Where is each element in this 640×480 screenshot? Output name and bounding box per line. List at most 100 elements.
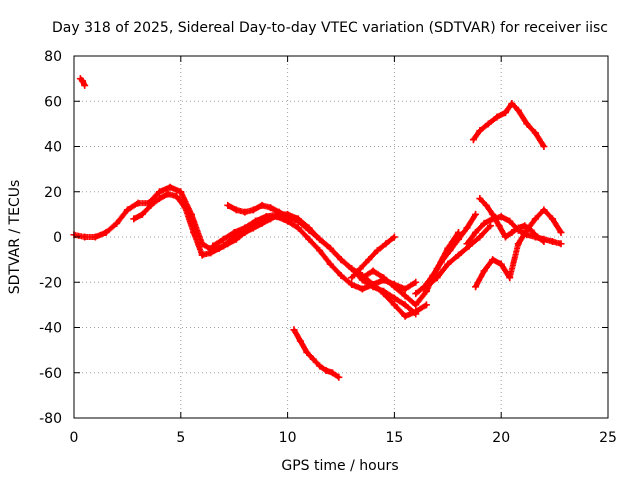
data-point — [81, 233, 89, 241]
data-point — [138, 210, 146, 218]
data-point — [220, 235, 228, 243]
data-point — [390, 294, 398, 302]
x-tick-label: 5 — [176, 430, 185, 446]
data-point — [506, 274, 514, 282]
data-point — [489, 210, 497, 218]
series-arc-14 — [469, 100, 548, 150]
data-point — [514, 240, 522, 248]
data-point — [230, 228, 238, 236]
data-point — [401, 285, 409, 293]
data-point — [401, 301, 409, 309]
series-arc-10 — [422, 222, 495, 291]
data-point — [487, 222, 495, 230]
data-point — [155, 188, 163, 196]
data-point — [365, 256, 373, 264]
data-point — [521, 222, 529, 230]
axis-ticks — [73, 55, 609, 419]
data-point — [493, 113, 501, 121]
data-point — [446, 247, 454, 255]
data-point — [476, 127, 484, 135]
data-point — [130, 215, 138, 223]
data-point — [173, 192, 181, 200]
data-point — [382, 240, 390, 248]
data-point — [514, 106, 522, 114]
data-point — [557, 240, 565, 248]
data-point — [337, 256, 345, 264]
data-point — [335, 373, 343, 381]
data-point — [252, 217, 260, 225]
data-point — [433, 274, 441, 282]
data-point — [369, 283, 377, 291]
series-arc-7 — [348, 233, 398, 282]
data-point — [241, 208, 249, 216]
x-axis-label: GPS time / hours — [281, 458, 398, 474]
data-point — [390, 233, 398, 241]
data-point — [326, 244, 334, 252]
data-point — [316, 362, 324, 370]
data-point — [232, 206, 240, 214]
data-point — [444, 260, 452, 268]
data-point — [548, 215, 556, 223]
data-point — [412, 290, 420, 298]
y-tick-label: 0 — [53, 230, 62, 246]
data-point — [472, 228, 480, 236]
data-point — [506, 217, 514, 225]
x-tick-labels: 0 5 10 15 20 25 — [70, 430, 617, 446]
y-tick-label: 60 — [44, 94, 62, 110]
data-point — [527, 226, 535, 234]
data-point — [356, 265, 364, 273]
data-point — [328, 369, 336, 377]
data-point — [224, 240, 232, 248]
data-point — [463, 224, 471, 232]
x-tick-label: 0 — [70, 430, 79, 446]
x-tick-label: 25 — [599, 430, 617, 446]
y-tick-label: -40 — [39, 321, 62, 337]
data-point — [337, 271, 345, 279]
series-arc-6 — [290, 326, 343, 381]
y-tick-label: 80 — [44, 49, 62, 65]
data-point — [489, 256, 497, 264]
series-arc-1 — [76, 75, 89, 89]
data-point — [316, 235, 324, 243]
data-point — [348, 274, 356, 282]
data-point — [412, 278, 420, 286]
y-tick-label: -60 — [39, 366, 62, 382]
data-point — [305, 224, 313, 232]
data-point — [401, 292, 409, 300]
y-tick-labels: -80 -60 -40 -20 0 20 40 60 80 — [39, 49, 62, 427]
series-arc-13 — [476, 195, 548, 246]
x-tick-label: 20 — [492, 430, 510, 446]
data-point — [508, 100, 516, 108]
data-point — [91, 233, 99, 241]
data-point — [523, 120, 531, 128]
data-point — [348, 265, 356, 273]
data-point — [262, 213, 270, 221]
data-point — [380, 287, 388, 295]
data-point — [508, 228, 516, 236]
data-point — [437, 258, 445, 266]
data-point — [198, 251, 206, 259]
data-point — [305, 235, 313, 243]
data-point — [294, 224, 302, 232]
y-tick-label: 20 — [44, 185, 62, 201]
data-point — [454, 251, 462, 259]
data-point — [166, 183, 174, 191]
y-tick-label: -80 — [39, 411, 62, 427]
data-point — [484, 120, 492, 128]
data-point — [147, 201, 155, 209]
data-point — [290, 326, 298, 334]
data-point — [501, 233, 509, 241]
data-point — [177, 188, 185, 196]
x-tick-label: 15 — [385, 430, 403, 446]
data-point — [454, 235, 462, 243]
data-point — [380, 274, 388, 282]
data-point — [258, 201, 266, 209]
data-point — [534, 233, 542, 241]
data-point — [241, 224, 249, 232]
data-point — [540, 143, 548, 150]
data-point — [113, 219, 121, 227]
data-point — [303, 348, 311, 356]
data-point — [412, 310, 420, 318]
data-point — [284, 213, 292, 221]
